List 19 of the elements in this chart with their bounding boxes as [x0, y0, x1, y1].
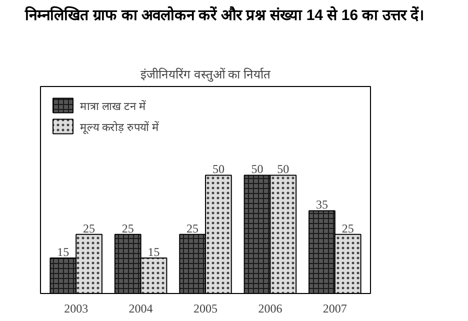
data-label: 35: [316, 198, 328, 212]
data-label: 15: [148, 245, 160, 260]
chart-title: निम्नलिखित ग्राफ का अवलोकन करें और प्रश्न संख्या 14 से 16 का उत्तर दें।: [25, 5, 425, 26]
x-tick-label: 2005: [194, 302, 218, 316]
data-label: 25: [342, 221, 354, 236]
data-label: 25: [83, 221, 96, 236]
x-tick-label: 2006: [258, 302, 282, 316]
x-tick-label: 2004: [128, 302, 153, 316]
data-label: 25: [186, 221, 199, 236]
data-label: 50: [277, 162, 290, 176]
data-label: 15: [57, 245, 70, 260]
data-label: 50: [251, 162, 264, 176]
legend-label: मूल्य करोड़ रुपयों में: [80, 120, 160, 134]
legend-label: मात्रा लाख टन में: [80, 99, 146, 112]
chart-subtitle: इंजीनियरिंग वस्तुओं का निर्यात: [140, 68, 272, 82]
data-label: 25: [122, 221, 134, 236]
data-label: 50: [212, 162, 224, 176]
x-tick-label: 2007: [322, 302, 347, 316]
x-tick-label: 2003: [64, 302, 88, 316]
